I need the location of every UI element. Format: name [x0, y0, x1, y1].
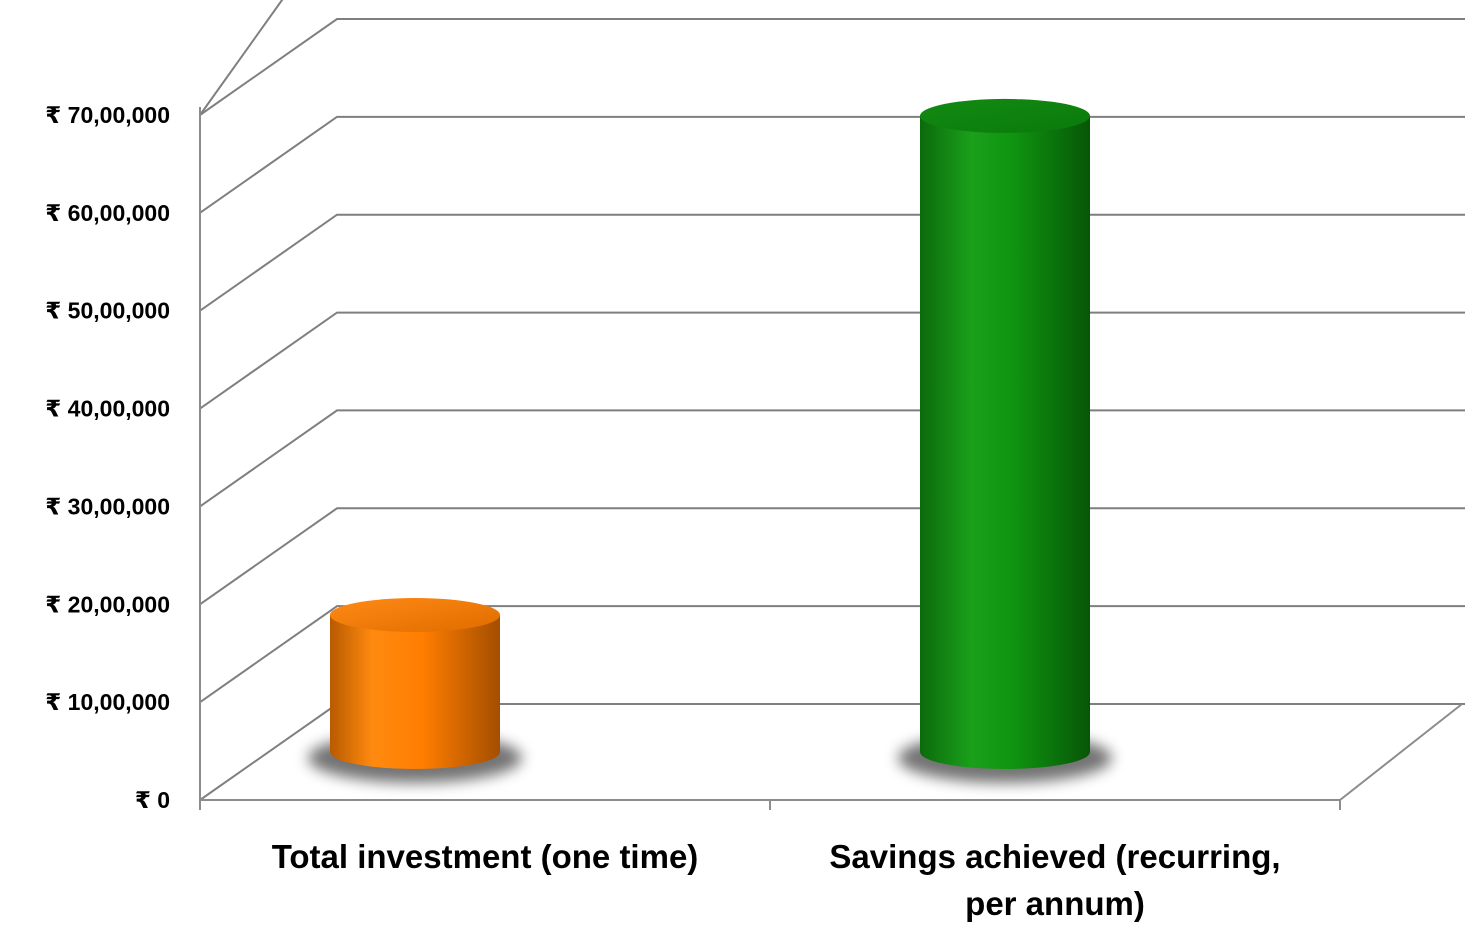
floor-edge	[1339, 703, 1463, 801]
bar-top	[920, 98, 1090, 133]
bar-body	[330, 615, 500, 769]
bar-top	[330, 598, 500, 632]
gridline	[199, 18, 1465, 116]
bar	[898, 98, 1112, 783]
x-category-label: Savings achieved (recurring,	[829, 838, 1280, 875]
y-tick-label: ₹ 10,00,000	[45, 689, 170, 715]
x-category-label: Total investment (one time)	[272, 838, 699, 875]
gridline	[199, 409, 1465, 508]
gridline	[199, 311, 1465, 410]
x-category-label: per annum)	[965, 885, 1145, 922]
gridline	[199, 213, 1465, 312]
bar-body	[920, 115, 1090, 769]
gridline	[199, 507, 1465, 606]
gridline	[199, 115, 1465, 214]
y-tick-label: ₹ 50,00,000	[45, 298, 170, 324]
y-tick-label: ₹ 30,00,000	[45, 493, 170, 519]
gridline	[199, 0, 284, 116]
y-tick-label: ₹ 70,00,000	[45, 102, 170, 128]
y-tick-label: ₹ 20,00,000	[45, 591, 170, 617]
bar	[308, 598, 522, 783]
y-tick-label: ₹ 0	[135, 787, 170, 813]
y-tick-label: ₹ 60,00,000	[45, 200, 170, 226]
y-tick-label: ₹ 40,00,000	[45, 396, 170, 422]
